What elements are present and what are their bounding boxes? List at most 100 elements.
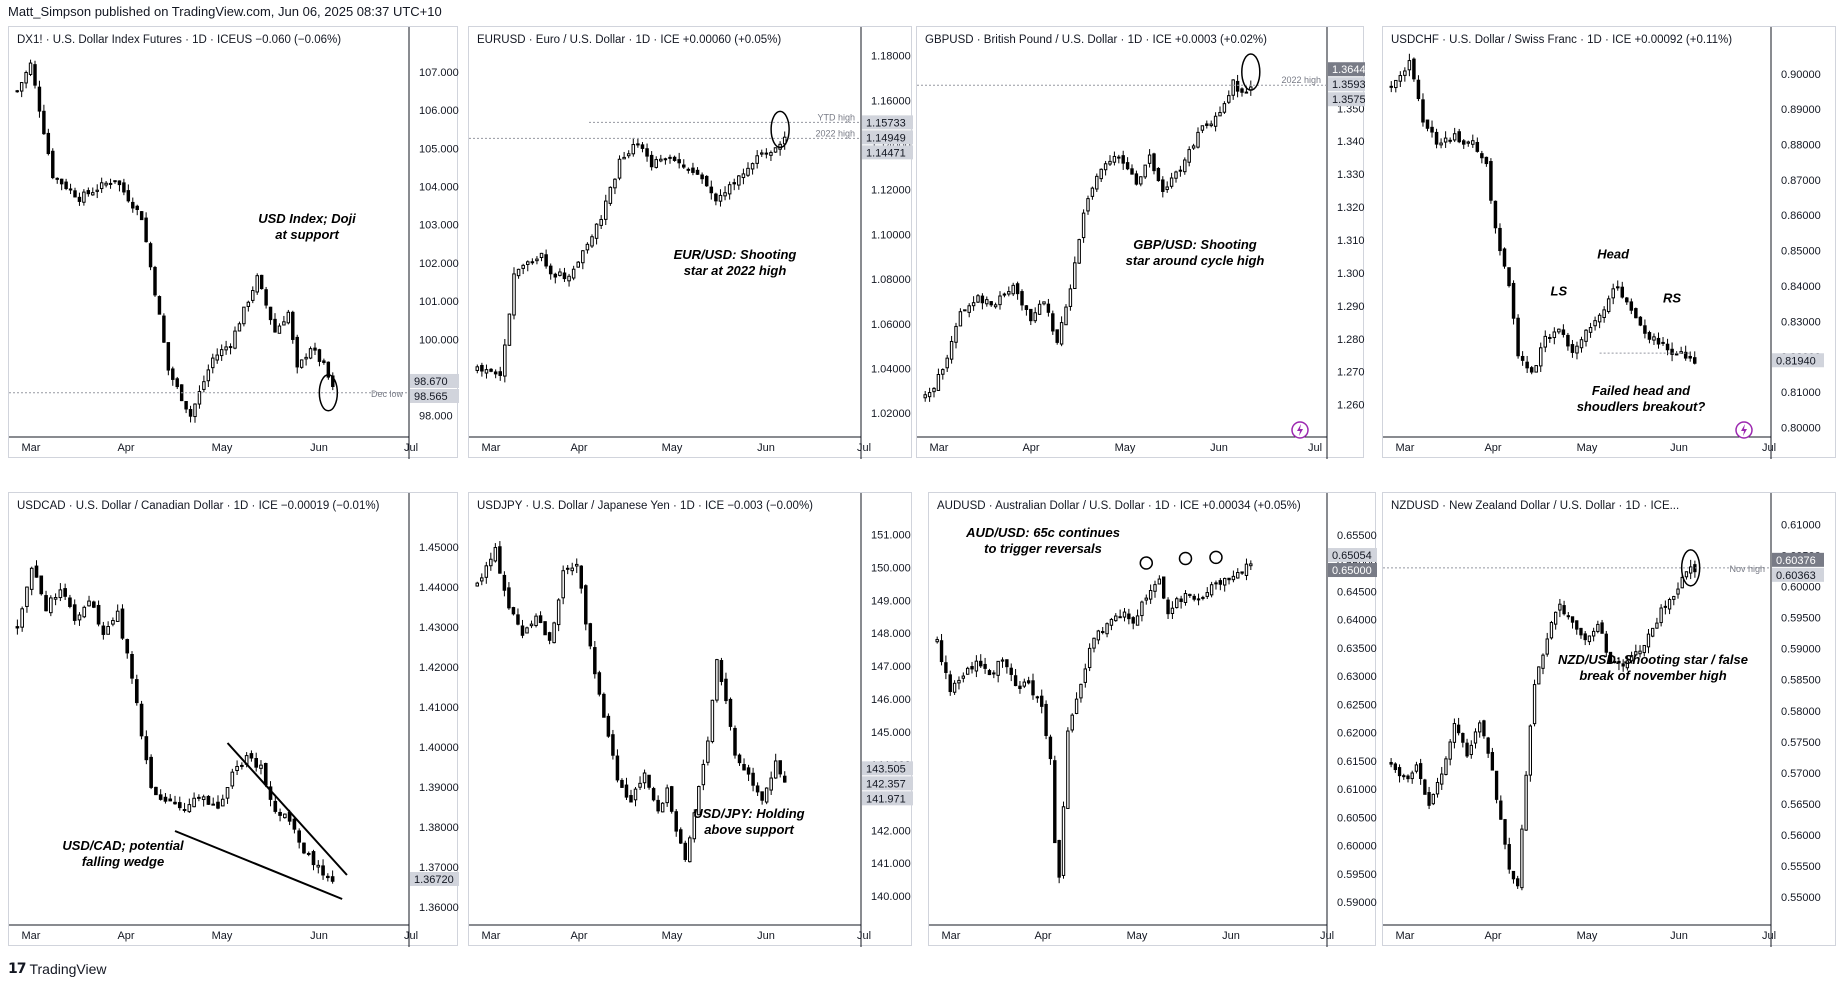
chart-title: DX1! · U.S. Dollar Index Futures · 1D · … [17,34,341,46]
annotation-text: Failed head and [1592,383,1691,398]
candle [135,204,139,216]
y-tick-label: 100.000 [419,334,459,346]
candle [626,150,631,159]
chart-panel-nzdusd[interactable]: NZDUSD · New Zealand Dollar / U.S. Dolla… [1382,492,1836,947]
candle [1548,333,1552,343]
candle [599,215,603,230]
price-label: 1.14471 [862,145,913,160]
candle [1200,125,1205,134]
wedge-upper-line [226,742,348,876]
candle [1552,327,1557,345]
candle [91,187,95,196]
candle [101,621,106,640]
candle [63,583,67,600]
candle [1161,176,1165,198]
candle [225,787,230,804]
chart-panel-eurusd[interactable]: EURUSD · Euro / U.S. Dollar · 1D · ICE +… [468,26,913,459]
y-tick-label: 148.000 [871,628,911,640]
x-tick-label: Jun [1670,930,1688,942]
candle [678,827,683,845]
candle [326,873,330,882]
chart-panel-usdcad[interactable]: USDCAD · U.S. Dollar / Canadian Dollar ·… [8,492,459,947]
candle [970,661,974,674]
candle [530,258,535,265]
candle [1543,330,1548,353]
x-tick-label: Apr [117,930,134,942]
candle [1489,158,1493,204]
candle [1615,280,1620,291]
chart-panel-usdchf[interactable]: USDCHF · U.S. Dollar / Swiss Franc · 1D … [1382,26,1836,459]
x-tick-label: Apr [1484,442,1501,454]
candle [654,156,658,169]
candle [144,212,148,243]
x-tick-label: May [662,442,683,454]
candle [1528,724,1533,782]
candle [316,860,321,874]
candle [1244,558,1249,581]
candle [304,353,308,366]
lightning-icon[interactable] [1735,421,1753,439]
x-tick-label: Jun [1670,442,1688,454]
candle [1566,612,1570,620]
candle [1183,590,1188,606]
y-tick-label: 1.42000 [419,662,459,674]
candle [1421,93,1425,127]
pattern-label: Head [1597,246,1630,261]
candle [996,660,1000,683]
candle [1389,758,1393,768]
candle [732,178,736,191]
candle [1570,616,1575,629]
y-tick-label: 0.62000 [1337,728,1377,740]
candle [728,697,733,731]
lightning-icon[interactable] [1291,421,1309,439]
candle [945,354,949,372]
candle [686,167,691,174]
candle [139,211,144,221]
candle [1117,154,1121,164]
candle [706,736,710,766]
candle [37,80,42,118]
candle [617,155,622,181]
candle [611,729,615,760]
candle [782,771,787,783]
candle [311,849,316,871]
y-tick-label: 0.60500 [1337,812,1377,824]
y-tick-label: 1.06000 [871,319,911,331]
y-tick-label: 106.000 [419,105,459,117]
chart-panel-audusd[interactable]: AUDUSD · Australian Dollar / U.S. Dollar… [928,492,1377,947]
y-tick-label: 147.000 [871,661,911,673]
candle [1490,747,1495,771]
candle [714,192,718,206]
x-tick-label: May [1115,442,1136,454]
candle [1196,593,1201,606]
candle [1240,571,1244,575]
candle [1061,801,1066,879]
candle [95,184,99,199]
candle [42,104,46,135]
candle [1218,578,1223,591]
candle [638,776,642,791]
candle [144,730,149,765]
candle [993,302,998,309]
price-label: 0.81940 [1772,353,1824,368]
chart-panel-usdjpy[interactable]: USDJPY · U.S. Dollar / Japanese Yen · 1D… [468,492,913,947]
candle [206,364,211,388]
candle [985,296,989,307]
chart-title: USDCHF · U.S. Dollar / Swiss Franc · 1D … [1391,34,1732,46]
candle [254,752,259,772]
y-tick-label: 0.58000 [1781,706,1821,718]
chart-panel-dx1[interactable]: DX1! · U.S. Dollar Index Futures · 1D · … [8,26,459,459]
y-tick-label: 145.000 [871,727,911,739]
candle [1524,771,1528,831]
candle [742,758,746,771]
y-tick-label: 0.86000 [1781,210,1821,222]
candle [1448,739,1452,766]
candle [1418,758,1423,785]
candle [1040,689,1044,714]
reference-line-label: 2022 high [815,128,855,138]
chart-panel-gbpusd[interactable]: GBPUSD · British Pound / U.S. Dollar · 1… [916,26,1365,459]
candle [291,310,295,344]
candle [1179,595,1183,609]
y-tick-label: 1.02000 [871,408,911,420]
candle [1620,281,1625,299]
